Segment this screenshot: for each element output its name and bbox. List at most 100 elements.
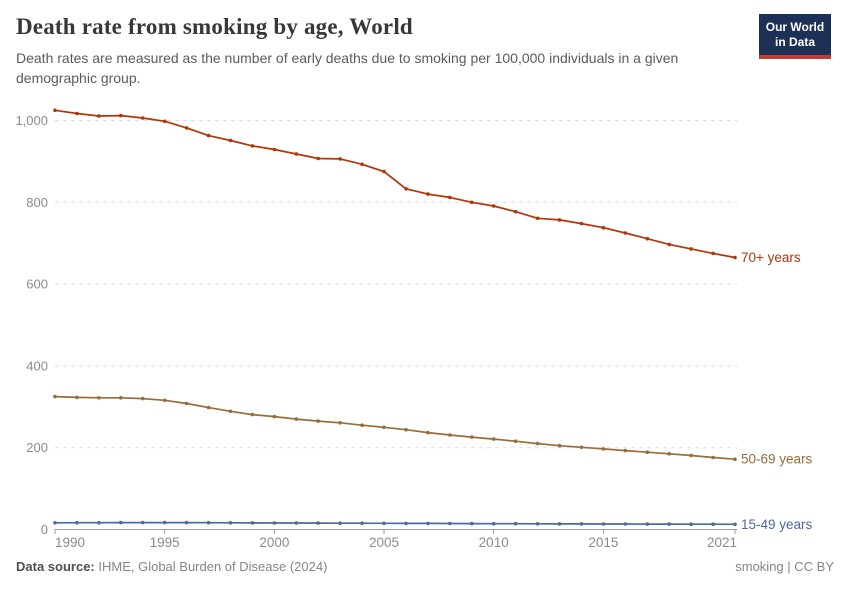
data-point-15-49-years[interactable] (97, 520, 101, 525)
data-point-50-69-years[interactable] (206, 405, 211, 410)
data-point-70-years[interactable] (250, 144, 255, 148)
owid-logo[interactable]: Our World in Data (759, 14, 831, 59)
data-point-15-49-years[interactable] (733, 522, 737, 527)
data-point-15-49-years[interactable] (75, 520, 79, 525)
data-point-15-49-years[interactable] (535, 522, 540, 526)
data-point-15-49-years[interactable] (184, 520, 189, 525)
data-point-70-years[interactable] (733, 255, 737, 260)
data-point-70-years[interactable] (448, 195, 452, 200)
data-point-70-years[interactable] (360, 162, 364, 167)
data-point-15-49-years[interactable] (119, 520, 123, 525)
data-point-15-49-years[interactable] (426, 521, 430, 526)
data-point-50-69-years[interactable] (162, 398, 167, 403)
data-point-50-69-years[interactable] (316, 419, 321, 423)
data-point-70-years[interactable] (162, 119, 167, 124)
data-point-15-49-years[interactable] (404, 521, 408, 526)
data-point-50-69-years[interactable] (140, 396, 145, 401)
data-point-70-years[interactable] (557, 218, 562, 222)
data-point-50-69-years[interactable] (513, 439, 518, 444)
data-point-70-years[interactable] (645, 236, 650, 241)
data-point-70-years[interactable] (228, 138, 233, 143)
data-point-50-69-years[interactable] (535, 441, 540, 446)
data-point-50-69-years[interactable] (382, 425, 386, 430)
data-point-70-years[interactable] (513, 209, 518, 214)
data-point-50-69-years[interactable] (294, 417, 299, 421)
data-point-50-69-years[interactable] (97, 396, 101, 400)
data-point-50-69-years[interactable] (75, 395, 79, 400)
data-point-50-69-years[interactable] (491, 437, 496, 441)
series-label-15-49-years[interactable]: 15-49 years (741, 517, 813, 532)
data-point-50-69-years[interactable] (623, 448, 628, 453)
data-point-15-49-years[interactable] (667, 522, 671, 526)
line-70-years[interactable] (54, 109, 736, 259)
data-point-15-49-years[interactable] (272, 521, 277, 525)
data-point-15-49-years[interactable] (689, 522, 693, 526)
data-point-70-years[interactable] (404, 187, 408, 191)
data-point-15-49-years[interactable] (206, 520, 211, 525)
line-50-69-years[interactable] (54, 395, 736, 461)
data-point-50-69-years[interactable] (557, 443, 562, 448)
license-note[interactable]: smoking | CC BY (735, 559, 834, 574)
data-point-50-69-years[interactable] (360, 423, 364, 428)
data-point-70-years[interactable] (382, 169, 386, 174)
data-point-15-49-years[interactable] (228, 521, 233, 525)
series-label-70-years[interactable]: 70+ years (741, 250, 801, 265)
data-point-15-49-years[interactable] (491, 521, 496, 526)
data-point-50-69-years[interactable] (711, 455, 715, 460)
series-label-50-69-years[interactable]: 50-69 years (741, 452, 813, 467)
data-point-50-69-years[interactable] (426, 430, 430, 435)
data-point-15-49-years[interactable] (470, 521, 474, 526)
line-chart-canvas[interactable]: 0 200 400 600 800 1,000 1990 1995 2000 2005 2010 20… (0, 95, 850, 560)
data-point-70-years[interactable] (601, 225, 606, 230)
data-point-50-69-years[interactable] (601, 447, 606, 451)
data-point-50-69-years[interactable] (338, 421, 343, 425)
data-point-50-69-years[interactable] (228, 409, 233, 414)
data-point-70-years[interactable] (184, 126, 189, 130)
data-point-15-49-years[interactable] (645, 522, 650, 526)
data-point-70-years[interactable] (272, 147, 277, 152)
data-point-50-69-years[interactable] (733, 457, 737, 462)
data-point-70-years[interactable] (140, 116, 145, 120)
data-point-50-69-years[interactable] (250, 412, 255, 417)
data-point-50-69-years[interactable] (119, 396, 123, 400)
data-point-70-years[interactable] (579, 221, 584, 226)
data-point-70-years[interactable] (689, 247, 693, 251)
data-point-70-years[interactable] (53, 108, 57, 113)
data-point-70-years[interactable] (426, 192, 430, 196)
data-point-50-69-years[interactable] (579, 445, 584, 450)
line-15-49-years[interactable] (54, 521, 736, 526)
data-point-15-49-years[interactable] (162, 520, 167, 525)
data-point-50-69-years[interactable] (272, 414, 277, 419)
data-point-50-69-years[interactable] (53, 394, 57, 399)
chart-area[interactable]: 0 200 400 600 800 1,000 1990 1995 2000 2005 2010 20… (0, 95, 850, 560)
data-point-50-69-years[interactable] (448, 433, 452, 437)
data-point-15-49-years[interactable] (53, 521, 57, 525)
data-point-15-49-years[interactable] (382, 521, 386, 526)
data-point-70-years[interactable] (491, 204, 496, 208)
data-point-70-years[interactable] (667, 242, 671, 247)
data-point-70-years[interactable] (206, 133, 211, 138)
data-point-15-49-years[interactable] (360, 521, 364, 525)
data-point-15-49-years[interactable] (623, 522, 628, 526)
data-point-70-years[interactable] (294, 152, 299, 156)
data-point-15-49-years[interactable] (338, 521, 343, 525)
data-point-50-69-years[interactable] (470, 435, 474, 439)
data-point-15-49-years[interactable] (601, 522, 606, 526)
data-point-15-49-years[interactable] (316, 521, 321, 525)
data-point-70-years[interactable] (97, 114, 101, 118)
data-point-50-69-years[interactable] (404, 427, 408, 432)
data-point-50-69-years[interactable] (689, 453, 693, 458)
data-point-70-years[interactable] (338, 157, 343, 161)
data-point-70-years[interactable] (316, 156, 321, 161)
data-point-50-69-years[interactable] (667, 452, 671, 456)
data-point-15-49-years[interactable] (250, 521, 255, 525)
data-point-15-49-years[interactable] (448, 521, 452, 526)
data-point-15-49-years[interactable] (513, 521, 518, 526)
data-point-70-years[interactable] (623, 231, 628, 235)
data-point-15-49-years[interactable] (294, 521, 299, 525)
data-point-70-years[interactable] (75, 111, 79, 116)
data-point-70-years[interactable] (119, 113, 123, 118)
data-point-70-years[interactable] (535, 216, 540, 221)
data-point-15-49-years[interactable] (557, 522, 562, 526)
data-point-70-years[interactable] (470, 200, 474, 205)
